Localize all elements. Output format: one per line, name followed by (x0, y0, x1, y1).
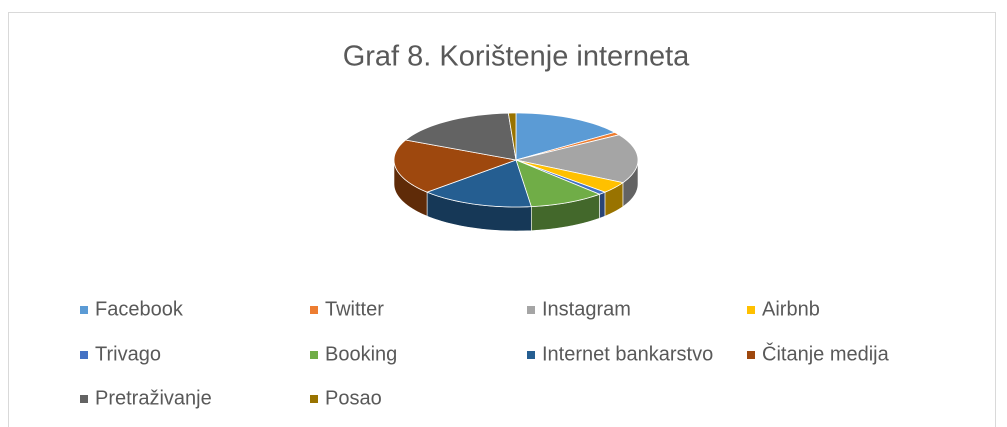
legend-label: Pretraživanje (95, 387, 212, 409)
slice (515, 112, 616, 161)
legend-swatch (310, 395, 318, 403)
legend-swatch (747, 351, 755, 359)
slice (425, 159, 532, 208)
chart-title: Graf 8. Korištenje interneta (343, 41, 690, 73)
legend-swatch (310, 306, 318, 314)
legend-swatch (747, 306, 755, 314)
legend-label: Twitter (325, 298, 384, 320)
legend-swatch (527, 351, 535, 359)
slice (515, 159, 601, 208)
legend-label: Trivago (95, 343, 161, 365)
legend-swatch (80, 306, 88, 314)
slice (404, 112, 517, 161)
slice (515, 134, 639, 184)
slice (393, 139, 518, 193)
legend-swatch (527, 306, 535, 314)
legend-swatch (310, 351, 318, 359)
legend-label: Instagram (542, 298, 631, 320)
legend-label: Čitanje medija (762, 342, 890, 365)
legend-label: Internet bankarstvo (542, 343, 713, 365)
slice-side (599, 191, 606, 219)
legend-label: Airbnb (762, 298, 820, 320)
slice (515, 159, 624, 193)
legend-label: Posao (325, 387, 382, 409)
legend-swatch (80, 395, 88, 403)
legend-label: Facebook (95, 298, 184, 320)
legend-label: Booking (325, 343, 397, 365)
slice (507, 112, 517, 161)
legend-swatch (80, 351, 88, 359)
